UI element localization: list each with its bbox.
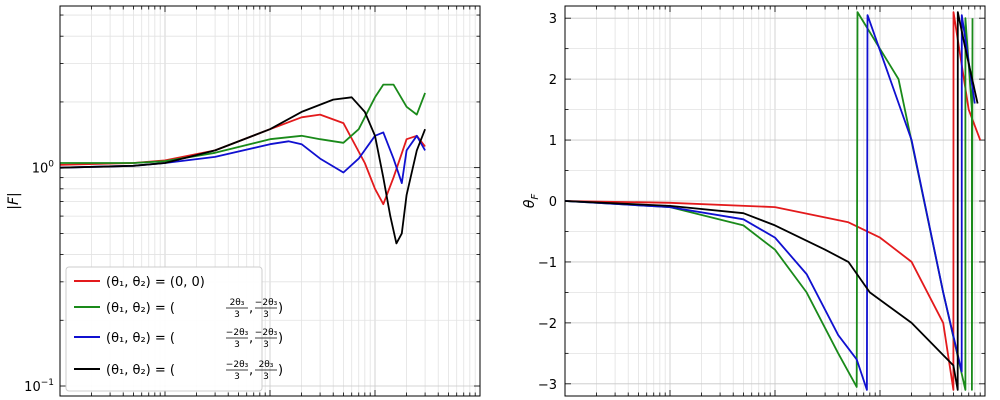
legend-label: (θ₁, θ₂) = (0, 0) — [106, 275, 205, 290]
series-line-3 — [565, 14, 976, 391]
legend-close-paren: ) — [278, 301, 283, 316]
y-axis-label: |F| — [6, 192, 22, 210]
legend-label: (θ₁, θ₂) = ( — [106, 331, 175, 346]
legend-fraction-numerator: −2θ₃ — [226, 328, 249, 338]
legend-fraction-denominator: 3 — [263, 340, 269, 350]
series-line-4 — [60, 96, 426, 245]
y-tick-label: 0 — [549, 195, 557, 210]
legend-close-paren: ) — [278, 331, 283, 346]
y-tick-label: 10−1 — [24, 378, 54, 395]
legend-comma: , — [249, 301, 253, 316]
plot-frame — [564, 5, 986, 397]
magnitude-panel: 100 10−1 |F| (θ₁, θ₂) = (0, 0) (θ₁, θ₂) = ( 2… — [6, 5, 481, 397]
y-tick-label: 1 — [549, 134, 557, 149]
y-tick-label: 2 — [549, 73, 557, 88]
y-tick-label: 100 — [32, 160, 55, 177]
series-line-2 — [565, 11, 974, 391]
legend-comma: , — [249, 363, 253, 378]
legend-fraction-numerator: −2θ₃ — [255, 298, 278, 308]
y-axis-label: θF — [522, 194, 541, 209]
legend-close-paren: ) — [278, 363, 283, 378]
plot-frame — [59, 5, 481, 397]
series-line-4 — [565, 11, 979, 391]
legend-fraction-denominator: 3 — [234, 372, 240, 382]
legend-label: (θ₁, θ₂) = ( — [106, 363, 175, 378]
y-tick-label: −3 — [538, 378, 557, 393]
legend-comma: , — [249, 331, 253, 346]
series-line-3 — [60, 131, 426, 184]
legend-fraction-denominator: 3 — [263, 372, 269, 382]
y-tick-label: −1 — [538, 256, 557, 271]
y-tick-label: 3 — [549, 12, 557, 27]
legend-box — [65, 266, 263, 392]
legend-fraction-denominator: 3 — [234, 310, 240, 320]
legend-fraction-denominator: 3 — [234, 340, 240, 350]
phase-panel: 3 2 1 0 −1 −2 −3 θF — [522, 5, 986, 397]
legend-fraction-numerator: −2θ₃ — [226, 360, 249, 370]
series-line-1 — [60, 113, 426, 206]
legend-fraction-numerator: 2θ₃ — [230, 298, 245, 308]
y-tick-label: −2 — [538, 317, 557, 332]
legend-fraction-numerator: 2θ₃ — [259, 360, 274, 370]
legend-label: (θ₁, θ₂) = ( — [106, 301, 175, 316]
legend-fraction-denominator: 3 — [263, 310, 269, 320]
legend-fraction-numerator: −2θ₃ — [255, 328, 278, 338]
